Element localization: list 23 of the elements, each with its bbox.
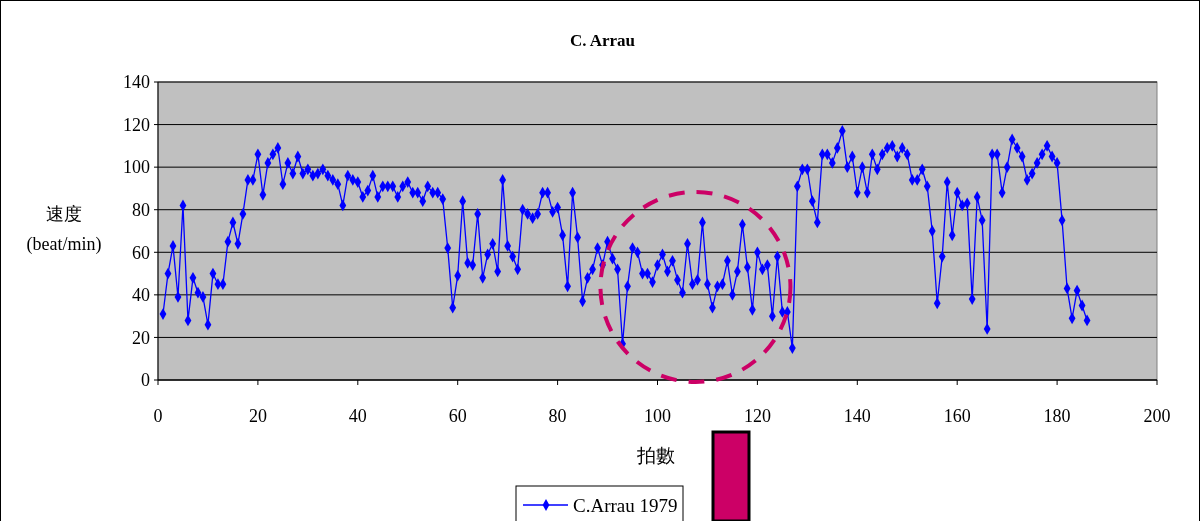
x-tick-label: 60 — [448, 406, 467, 426]
x-tick-label: 100 — [644, 406, 671, 426]
legend-label: C.Arrau 1979 — [573, 495, 678, 516]
y-tick-label: 0 — [141, 370, 150, 391]
chart-title: C. Arrau — [569, 31, 636, 50]
x-tick-label: 120 — [743, 406, 771, 426]
y-tick-label: 80 — [132, 200, 150, 221]
y-tick-label: 20 — [132, 327, 150, 348]
x-tick-label: 80 — [548, 406, 567, 426]
y-tick-label: 40 — [132, 285, 150, 306]
y-tick-label: 60 — [132, 242, 150, 263]
x-tick-label: 0 — [153, 406, 163, 426]
x-tick-label: 160 — [943, 406, 971, 426]
y-tick-label: 120 — [123, 114, 150, 135]
x-tick-label: 20 — [248, 406, 267, 426]
y-axis-title: 速度 (beat/min) — [26, 204, 102, 255]
y-tick-label: 100 — [123, 157, 150, 178]
y-tick-label: 140 — [123, 72, 150, 93]
x-tick-label: 180 — [1043, 406, 1071, 426]
x-tick-label: 200 — [1143, 406, 1171, 426]
x-axis-title: 拍數 — [636, 445, 675, 466]
x-tick-label: 140 — [843, 406, 871, 426]
x-tick-label: 40 — [348, 406, 367, 426]
